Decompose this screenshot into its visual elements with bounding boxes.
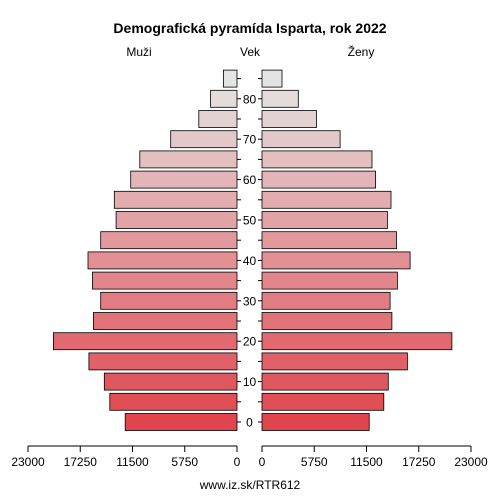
female-bar-10-14 [261,372,389,391]
female-bar-40-44 [261,251,411,270]
male-bar-75-79 [198,110,238,128]
left-series-label: Muži [126,45,151,59]
age-axis: 0 10 20 30 40 50 60 70 80 [237,78,262,430]
male-bar-10-14 [103,372,238,391]
x-tick-label-right: 17250 [402,455,436,469]
female-bar-55-59 [261,190,392,209]
age-tick-label: 20 [243,335,257,349]
female-bar-70-74 [261,130,341,149]
female-bar-45-49 [261,231,397,250]
x-axis-left: 23000 17250 11500 5750 0 [11,445,241,469]
x-tick-label-left: 0 [234,455,241,469]
male-bar-35-39 [92,271,238,290]
female-bar-35-39 [261,271,398,290]
male-bar-60-64 [130,170,238,189]
x-tick-label-left: 5750 [171,455,198,469]
female-bar-5-9 [261,392,385,411]
age-tick-label: 40 [243,254,257,268]
male-bar-5-9 [109,392,238,411]
female-bar-65-69 [261,150,373,169]
female-bar-30-34 [261,291,391,310]
age-tick-label: 10 [243,375,257,389]
female-bar-80-84 [261,89,299,108]
female-bar-0-4 [261,413,370,431]
age-tick-label: 70 [243,133,257,147]
source-label: www.iz.sk/RTR612 [199,478,301,492]
x-tick-label-left: 11500 [116,455,149,469]
age-tick-label: 80 [243,92,257,106]
female-bars [261,69,453,431]
male-bar-85+ [222,69,238,88]
male-bar-0-4 [124,413,238,431]
male-bar-15-19 [88,352,238,371]
female-bar-20-24 [261,332,453,351]
x-tick-label-right: 0 [259,455,266,469]
female-bar-85+ [261,69,283,88]
male-bars [53,69,238,431]
male-bar-20-24 [53,332,238,351]
female-bar-50-54 [261,211,388,229]
chart-title: Demografická pyramída Isparta, rok 2022 [113,20,386,36]
x-tick-label-left: 17250 [64,455,98,469]
x-tick-label-left: 23000 [11,455,45,469]
right-series-label: Ženy [348,44,375,59]
male-bar-65-69 [139,150,238,169]
x-tick-label-right: 5750 [301,455,328,469]
age-tick-label: 60 [243,173,257,187]
x-axis-right: 23000 17250 11500 5750 0 [259,445,488,469]
age-tick-label: 50 [243,214,257,228]
age-tick-label: 0 [246,416,253,430]
male-bar-40-44 [87,251,238,270]
male-bar-30-34 [100,291,238,310]
male-bar-70-74 [170,130,238,149]
x-tick-label-right: 11500 [350,455,383,469]
male-bar-55-59 [113,190,238,209]
female-bar-15-19 [261,352,408,371]
female-bar-60-64 [261,170,376,189]
center-axis-label: Vek [240,45,261,59]
age-tick-label: 30 [243,294,257,308]
male-bar-25-29 [93,312,238,330]
x-tick-label-right: 23000 [454,455,488,469]
female-bar-75-79 [261,110,317,128]
male-bar-50-54 [115,211,238,229]
male-bar-45-49 [100,231,238,250]
male-bar-80-84 [210,89,238,108]
female-bar-25-29 [261,312,393,330]
